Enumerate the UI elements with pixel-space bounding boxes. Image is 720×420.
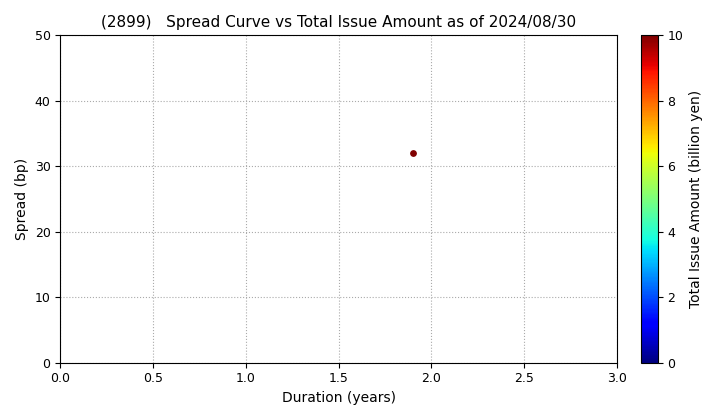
Y-axis label: Spread (bp): Spread (bp) <box>15 158 29 240</box>
Y-axis label: Total Issue Amount (billion yen): Total Issue Amount (billion yen) <box>689 90 703 308</box>
Title: (2899)   Spread Curve vs Total Issue Amount as of 2024/08/30: (2899) Spread Curve vs Total Issue Amoun… <box>101 15 576 30</box>
X-axis label: Duration (years): Duration (years) <box>282 391 395 405</box>
Point <box>407 150 418 157</box>
